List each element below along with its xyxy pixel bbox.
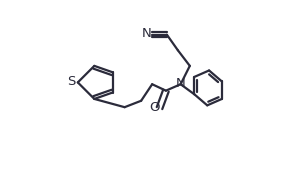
Text: N: N — [176, 77, 185, 90]
Text: N: N — [142, 27, 152, 40]
Text: S: S — [67, 75, 75, 88]
Text: O: O — [149, 101, 160, 114]
